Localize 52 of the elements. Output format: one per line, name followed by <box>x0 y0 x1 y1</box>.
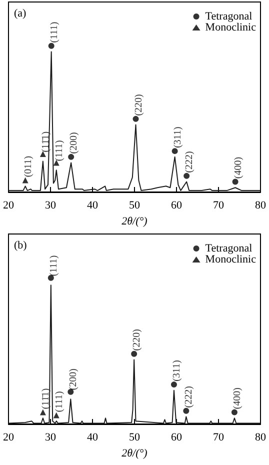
point <box>68 154 74 160</box>
x-tick-label: 40 <box>87 200 98 212</box>
x-tick-label: 80 <box>255 432 266 444</box>
x-axis-title: 2θ/(°) <box>122 447 148 460</box>
point <box>231 409 238 416</box>
annotation: (222) <box>184 386 195 408</box>
x-tick-label: 70 <box>213 200 224 212</box>
point <box>172 148 178 154</box>
legend-label: Monoclinic <box>205 22 256 34</box>
annotation: (111) <box>54 391 65 412</box>
point <box>132 116 139 122</box>
annotation: (200) <box>68 132 80 154</box>
x-axis-title: 2θ/(°) <box>122 215 148 228</box>
annotation: (111) <box>48 22 60 43</box>
annotation: (11̄1) <box>40 388 52 410</box>
point <box>131 350 138 357</box>
x-tick-label: 80 <box>255 200 266 212</box>
point <box>48 42 54 49</box>
x-tick-label: 40 <box>87 432 98 444</box>
legend-label: Monoclinic <box>205 254 256 266</box>
point <box>232 178 238 185</box>
text: (a) <box>14 8 27 20</box>
annotation: (111) <box>54 140 65 162</box>
annotation: (011) <box>22 156 34 178</box>
point <box>170 382 177 388</box>
point <box>184 172 190 179</box>
annotation: (111) <box>48 255 60 276</box>
annotation: (200) <box>68 368 80 390</box>
annotation: (220) <box>132 329 143 351</box>
point <box>183 408 190 414</box>
annotation: (222) <box>184 151 196 173</box>
x-tick-label: 60 <box>171 432 182 444</box>
text: (b) <box>14 240 28 252</box>
annotation: (400) <box>232 156 244 179</box>
x-tick-label: 60 <box>171 200 182 212</box>
annotation: (311) <box>172 126 184 148</box>
legend-label: Tetragonal <box>205 242 252 254</box>
x-tick-label: 70 <box>213 432 224 444</box>
x-tick-label: 50 <box>129 432 140 444</box>
point <box>53 412 60 418</box>
point <box>22 177 28 184</box>
x-tick-label: 30 <box>45 432 56 444</box>
legend-label: Tetragonal <box>205 10 252 22</box>
annotation: (400) <box>232 387 243 410</box>
annotation: (11̄1) <box>40 131 52 152</box>
x-tick-label: 20 <box>3 432 14 444</box>
x-tick-label: 30 <box>45 200 56 212</box>
x-tick-label: 20 <box>3 200 14 212</box>
annotation: (311) <box>171 360 182 382</box>
annotation: (220) <box>133 94 144 116</box>
x-tick-label: 50 <box>129 200 140 212</box>
point <box>40 409 46 416</box>
